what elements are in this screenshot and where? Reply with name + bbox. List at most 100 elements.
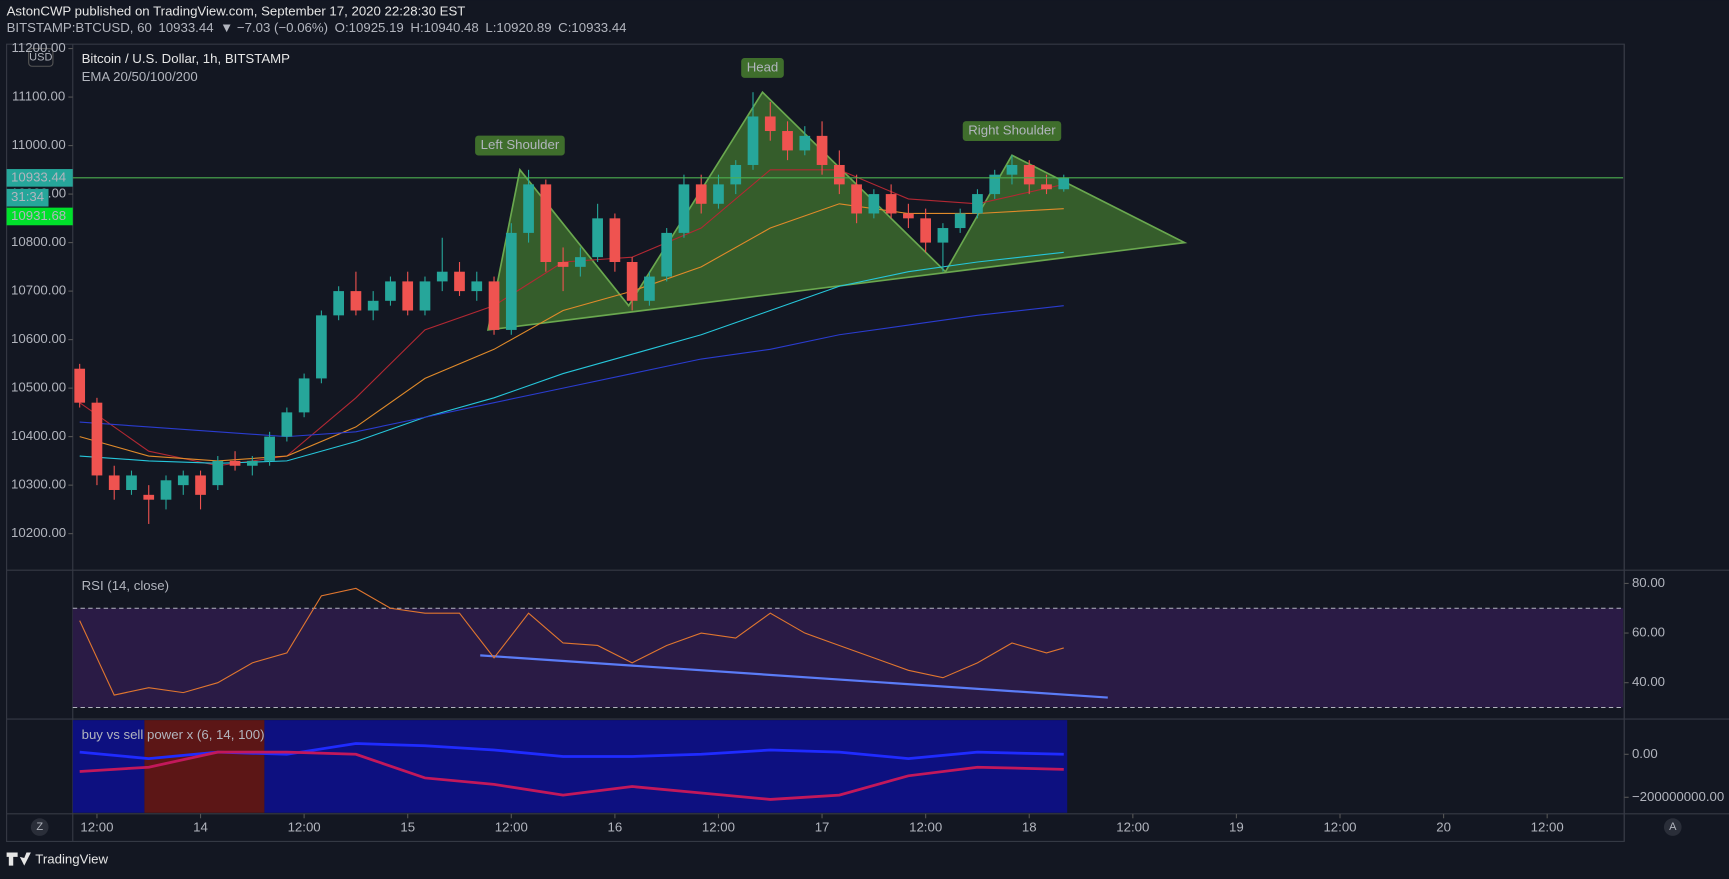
candle-body <box>143 494 155 500</box>
candle-body <box>264 436 275 461</box>
power-line <box>79 750 1064 801</box>
candle-body <box>108 475 120 490</box>
countdown-tag <box>6 188 49 207</box>
candle-body <box>419 281 431 311</box>
candle-body <box>195 475 206 495</box>
y-tick-label: 10300.00 <box>11 477 66 492</box>
x-tick-label: 14 <box>193 820 208 835</box>
header-text: ▼ −7.03 (−0.06%) <box>220 20 328 35</box>
header-text: BITSTAMP:BTCUSD, 60 <box>7 20 152 35</box>
ema-line <box>79 203 1064 462</box>
candle-body <box>523 184 534 233</box>
candle-body <box>885 194 897 214</box>
candle-body <box>661 232 673 277</box>
x-tick-label: 12:00 <box>1531 820 1564 835</box>
button[interactable] <box>30 818 49 836</box>
power-zone <box>264 720 1068 813</box>
candle-body <box>954 213 966 229</box>
candle-body <box>385 281 396 301</box>
peak-label-text: Head <box>747 59 779 74</box>
candle-body <box>212 460 224 486</box>
x-tick-label: 12:00 <box>702 820 735 835</box>
button[interactable] <box>1663 818 1682 836</box>
candle-body <box>678 184 690 233</box>
candle-body <box>989 174 1001 195</box>
peak-label-box <box>741 58 784 78</box>
x-tick-label: 12:00 <box>1116 820 1149 835</box>
rsi-trendline <box>480 654 1108 699</box>
header-text: O: <box>335 20 349 35</box>
candle-body <box>454 271 465 292</box>
x-tick-label: 17 <box>815 820 830 835</box>
candle-body <box>229 460 241 466</box>
candle-body <box>799 135 811 151</box>
candle-body <box>540 184 552 262</box>
rsi-band <box>72 608 1624 708</box>
peak-label: Left Shoulder <box>475 135 565 156</box>
peak-label-box <box>962 121 1062 141</box>
y-tick-label: 10400.00 <box>11 428 66 443</box>
bid-price-tag <box>6 207 73 226</box>
candle-body <box>1023 164 1035 185</box>
candle-body <box>730 164 742 185</box>
currency: USD <box>29 51 52 63</box>
button-label[interactable]: Z <box>36 821 43 833</box>
y-tick-label: 11200.00 <box>12 40 66 55</box>
y-tick-label: −200000000.00 <box>1632 789 1724 804</box>
publisher: AstonCWP published on TradingView.com, S… <box>7 4 466 19</box>
button-label[interactable]: A <box>1669 821 1677 833</box>
header-text: 10940.48 <box>424 20 479 35</box>
power-zone <box>72 720 145 813</box>
chart-subtitle: EMA 20/50/100/200 <box>82 69 198 84</box>
candle-body <box>851 184 862 214</box>
last-price-label: 10933.44 <box>11 169 66 184</box>
candle-body <box>575 257 586 267</box>
candle-body <box>160 480 172 500</box>
ema-line <box>79 251 1064 464</box>
candle-body <box>471 281 483 292</box>
candle-body <box>764 116 776 132</box>
candle-body <box>367 300 379 311</box>
brand: TradingView <box>35 852 108 867</box>
countdown: 31:34 <box>11 189 44 204</box>
candle-body <box>592 218 603 258</box>
bid-price-label: 10931.68 <box>11 208 66 223</box>
y-tick-label: 10700.00 <box>11 283 66 298</box>
header-text: 10933.44 <box>158 20 213 35</box>
candle-body <box>316 315 327 379</box>
candle-body <box>246 460 258 466</box>
candle-body <box>505 232 517 330</box>
candle-body <box>626 261 638 301</box>
y-tick-label: 11000.00 <box>12 137 66 152</box>
peak-label-text: Right Shoulder <box>968 123 1056 138</box>
brand-logo <box>6 852 31 866</box>
x-tick-label: 15 <box>400 820 415 835</box>
candle-body <box>1041 184 1052 190</box>
last-price-tag <box>6 169 73 187</box>
header-text: 10920.89 <box>496 20 551 35</box>
candle-body <box>937 228 949 243</box>
candle-body <box>1058 177 1070 190</box>
candle-body <box>402 281 414 311</box>
peak-label: Right Shoulder <box>962 121 1062 141</box>
y-tick-label: 10600.00 <box>11 331 66 346</box>
candle-body <box>91 402 103 476</box>
symbol-line: BITSTAMP:BTCUSD, 60 10933.44 ▼ −7.03 (−0.0… <box>7 20 627 35</box>
rsi-title: RSI (14, close) <box>82 578 169 593</box>
x-tick-label: 12:00 <box>909 820 942 835</box>
candle-body <box>782 131 793 151</box>
rsi-line <box>79 587 1064 696</box>
candle-body <box>747 116 759 165</box>
candle-body <box>436 271 448 282</box>
candle-body <box>488 281 500 330</box>
x-tick-label: 19 <box>1229 820 1244 835</box>
candle-body <box>920 218 932 243</box>
y-tick-label: 10200.00 <box>11 525 66 540</box>
x-tick-label: 12:00 <box>288 820 321 835</box>
candle-body <box>972 194 983 214</box>
x-tick-label: 12:00 <box>80 820 113 835</box>
peak-label-text: Left Shoulder <box>481 137 560 152</box>
candle-body <box>126 475 137 490</box>
y-tick-label: 10500.00 <box>11 380 66 395</box>
